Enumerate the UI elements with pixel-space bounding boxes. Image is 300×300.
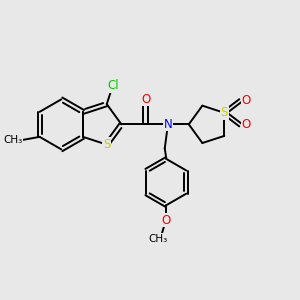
Text: CH₃: CH₃ [149, 233, 168, 244]
Text: S: S [103, 138, 110, 151]
Text: O: O [141, 93, 150, 106]
Text: N: N [164, 118, 172, 131]
Text: CH₃: CH₃ [3, 135, 22, 145]
Text: O: O [162, 214, 171, 227]
Text: O: O [242, 118, 251, 131]
Text: O: O [242, 94, 251, 107]
Text: Cl: Cl [107, 79, 119, 92]
Text: S: S [220, 106, 228, 119]
